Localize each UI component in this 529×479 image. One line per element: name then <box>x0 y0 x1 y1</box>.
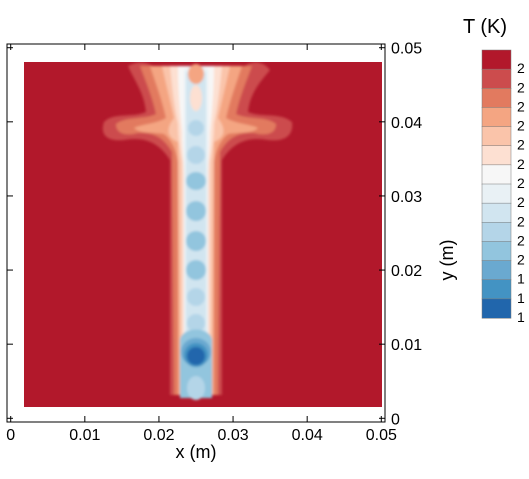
jet-plume <box>102 62 293 400</box>
colorbar-tick-label: 2 <box>517 156 525 172</box>
y-tick-label: 0 <box>391 411 400 428</box>
core-cell-3 <box>186 172 206 190</box>
colorbar-level <box>481 222 512 242</box>
axes: 0 0.01 0.02 0.03 0.04 0.0500.010.020.030.040.… <box>6 41 422 444</box>
x-axis-label: x (m) <box>176 442 217 462</box>
colorbar-level <box>481 49 512 70</box>
x-tick-label: 0.02 <box>143 427 174 444</box>
colorbar-tick-label: 2 <box>517 60 525 76</box>
y-tick-label: 0.04 <box>391 115 422 132</box>
core-cell-5 <box>186 231 206 251</box>
colorbar-level <box>481 107 512 128</box>
core-cell-2 <box>187 146 205 164</box>
colorbar-level <box>481 241 512 262</box>
colorbar-tick-label: 2 <box>517 175 525 191</box>
core-cell-top-2 <box>190 85 202 111</box>
y-axis-label: y (m) <box>437 240 457 281</box>
colorbar-level <box>481 88 512 108</box>
colorbar-tick-label: 2 <box>517 137 525 153</box>
colorbar-level <box>481 202 512 223</box>
core-cell-6 <box>186 260 206 280</box>
colorbar-tick-label: 2 <box>517 118 525 134</box>
contour-field <box>24 62 382 407</box>
x-tick-label: 0.01 <box>69 427 100 444</box>
y-tick-label: 0.03 <box>391 189 422 206</box>
core-cell-7 <box>187 288 205 306</box>
colorbar-tick-label: 2 <box>517 79 525 95</box>
colorbar-level <box>481 183 512 204</box>
colorbar-title: T (K) <box>463 16 507 38</box>
colorbar: 2 2 2 2 2 2 2 2 2 2 2 1 1 1 <box>481 49 525 325</box>
colorbar-tick-label: 2 <box>517 194 525 210</box>
x-tick-label: 0.04 <box>292 427 323 444</box>
y-tick-label: 0.02 <box>391 263 422 280</box>
core-cell-top-1 <box>188 64 204 84</box>
colorbar-tick-label: 2 <box>517 232 525 248</box>
colorbar-tick-label: 1 <box>517 271 525 287</box>
inlet-cell-3 <box>187 347 205 365</box>
colorbar-level <box>481 298 512 319</box>
y-tick-label: 0.01 <box>391 337 422 354</box>
colorbar-tick-label: 1 <box>517 290 525 306</box>
x-tick-label: 0.05 <box>366 427 397 444</box>
core-cell-8 <box>187 314 205 332</box>
colorbar-level <box>481 68 512 89</box>
colorbar-tick-label: 2 <box>517 252 525 268</box>
colorbar-level <box>481 279 512 300</box>
colorbar-level <box>481 145 512 166</box>
core-cell-4 <box>186 201 206 221</box>
colorbar-tick-label: 1 <box>517 309 525 325</box>
x-tick-label: 0.03 <box>217 427 248 444</box>
y-tick-label: 0.05 <box>391 41 422 58</box>
colorbar-level <box>481 260 512 281</box>
x-tick-label: 0 <box>6 427 15 444</box>
core-cell-1 <box>188 120 204 136</box>
colorbar-tick-label: 2 <box>517 98 525 114</box>
colorbar-level <box>481 126 512 147</box>
inlet-cell-4 <box>187 376 205 400</box>
colorbar-level <box>481 164 512 185</box>
colorbar-tick-label: 2 <box>517 213 525 229</box>
